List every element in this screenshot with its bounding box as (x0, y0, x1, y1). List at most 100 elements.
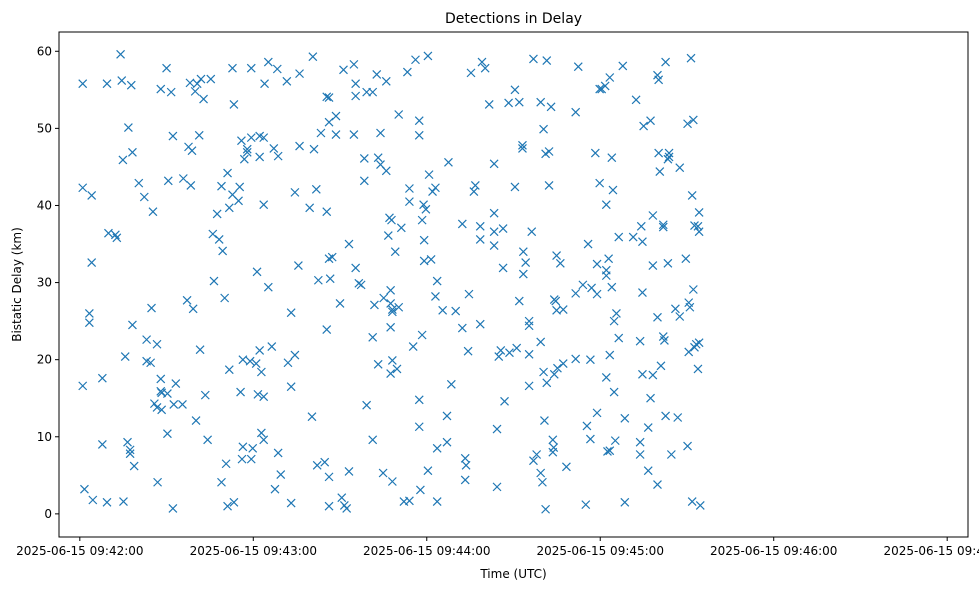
data-point (518, 247, 528, 257)
data-point (203, 435, 213, 445)
y-tick-label: 0 (44, 507, 52, 521)
data-point (620, 413, 630, 423)
data-point (694, 338, 704, 348)
data-point (178, 399, 187, 409)
data-point (394, 302, 404, 312)
data-point (368, 435, 378, 445)
data-point (112, 233, 122, 243)
data-point (549, 443, 559, 452)
data-point (548, 435, 558, 445)
data-point (544, 181, 554, 190)
data-point (267, 342, 277, 351)
data-point (335, 298, 345, 308)
data-point (339, 65, 348, 75)
data-point (331, 130, 341, 139)
data-point (386, 298, 396, 308)
data-point (643, 423, 653, 432)
data-point (322, 325, 332, 335)
data-point (116, 49, 126, 59)
data-point (307, 412, 317, 422)
data-point (635, 336, 645, 346)
data-point (372, 69, 382, 79)
data-point (469, 187, 479, 197)
data-point (428, 187, 437, 197)
data-point (605, 73, 615, 82)
data-point (585, 355, 595, 365)
data-point (322, 207, 332, 217)
data-point (259, 435, 269, 445)
data-point (438, 305, 448, 315)
data-point (648, 261, 658, 271)
data-point (470, 181, 480, 190)
data-point (686, 53, 696, 63)
data-point (162, 389, 172, 399)
data-point (344, 239, 354, 249)
data-point (659, 335, 669, 345)
data-point (419, 200, 429, 210)
data-point (272, 64, 282, 74)
data-point (592, 289, 602, 299)
data-point (168, 504, 178, 513)
data-point (536, 97, 546, 107)
data-point (373, 359, 383, 369)
data-point (162, 429, 172, 439)
data-point (595, 84, 605, 94)
data-point (552, 251, 562, 261)
data-point (237, 136, 246, 146)
data-point (609, 316, 619, 326)
data-point (97, 373, 107, 383)
data-point (324, 93, 334, 102)
y-tick-label: 30 (37, 276, 52, 290)
data-point (643, 466, 653, 476)
data-point (273, 448, 283, 458)
data-point (529, 456, 538, 466)
data-point (246, 133, 256, 143)
data-point (84, 318, 94, 328)
data-point (120, 352, 130, 362)
data-point (683, 119, 692, 129)
data-point (463, 346, 473, 356)
data-point (582, 421, 592, 431)
data-point (386, 369, 396, 378)
data-point (688, 285, 698, 294)
data-point (324, 501, 334, 511)
data-point (684, 347, 694, 357)
data-point (442, 411, 452, 421)
data-point (601, 200, 611, 210)
data-point (457, 219, 467, 229)
data-point (251, 359, 261, 368)
data-point (658, 222, 668, 232)
x-tick-label: 2025-06-15 09:44:00 (363, 544, 490, 558)
data-point (655, 167, 665, 176)
data-point (638, 237, 647, 247)
data-point (638, 288, 647, 298)
data-point (387, 307, 397, 317)
data-point (614, 333, 624, 343)
data-point (477, 57, 487, 67)
data-point (512, 343, 522, 353)
x-axis-label: Time (UTC) (479, 567, 546, 581)
data-point (186, 181, 196, 190)
data-point (605, 446, 615, 456)
data-point (362, 400, 372, 410)
data-point (368, 87, 378, 97)
data-point (392, 364, 402, 374)
data-point (510, 182, 520, 192)
x-axis-ticks: 2025-06-15 09:42:00 2025-06-15 09:43:00 20… (16, 537, 979, 558)
data-point (311, 184, 321, 194)
data-point (282, 76, 292, 86)
data-point (690, 221, 699, 230)
y-tick-label: 10 (37, 430, 52, 444)
data-point (542, 378, 552, 388)
data-point (359, 154, 369, 163)
data-point (551, 296, 561, 306)
x-tick-label: 2025-06-15 09:45:00 (537, 544, 664, 558)
data-point (212, 209, 222, 219)
data-point (492, 424, 502, 434)
x-tick-label: 2025-06-15 09:47:00 (883, 544, 979, 558)
data-point (368, 332, 378, 342)
data-point (573, 62, 583, 72)
data-point (234, 196, 243, 206)
data-point (394, 110, 404, 119)
